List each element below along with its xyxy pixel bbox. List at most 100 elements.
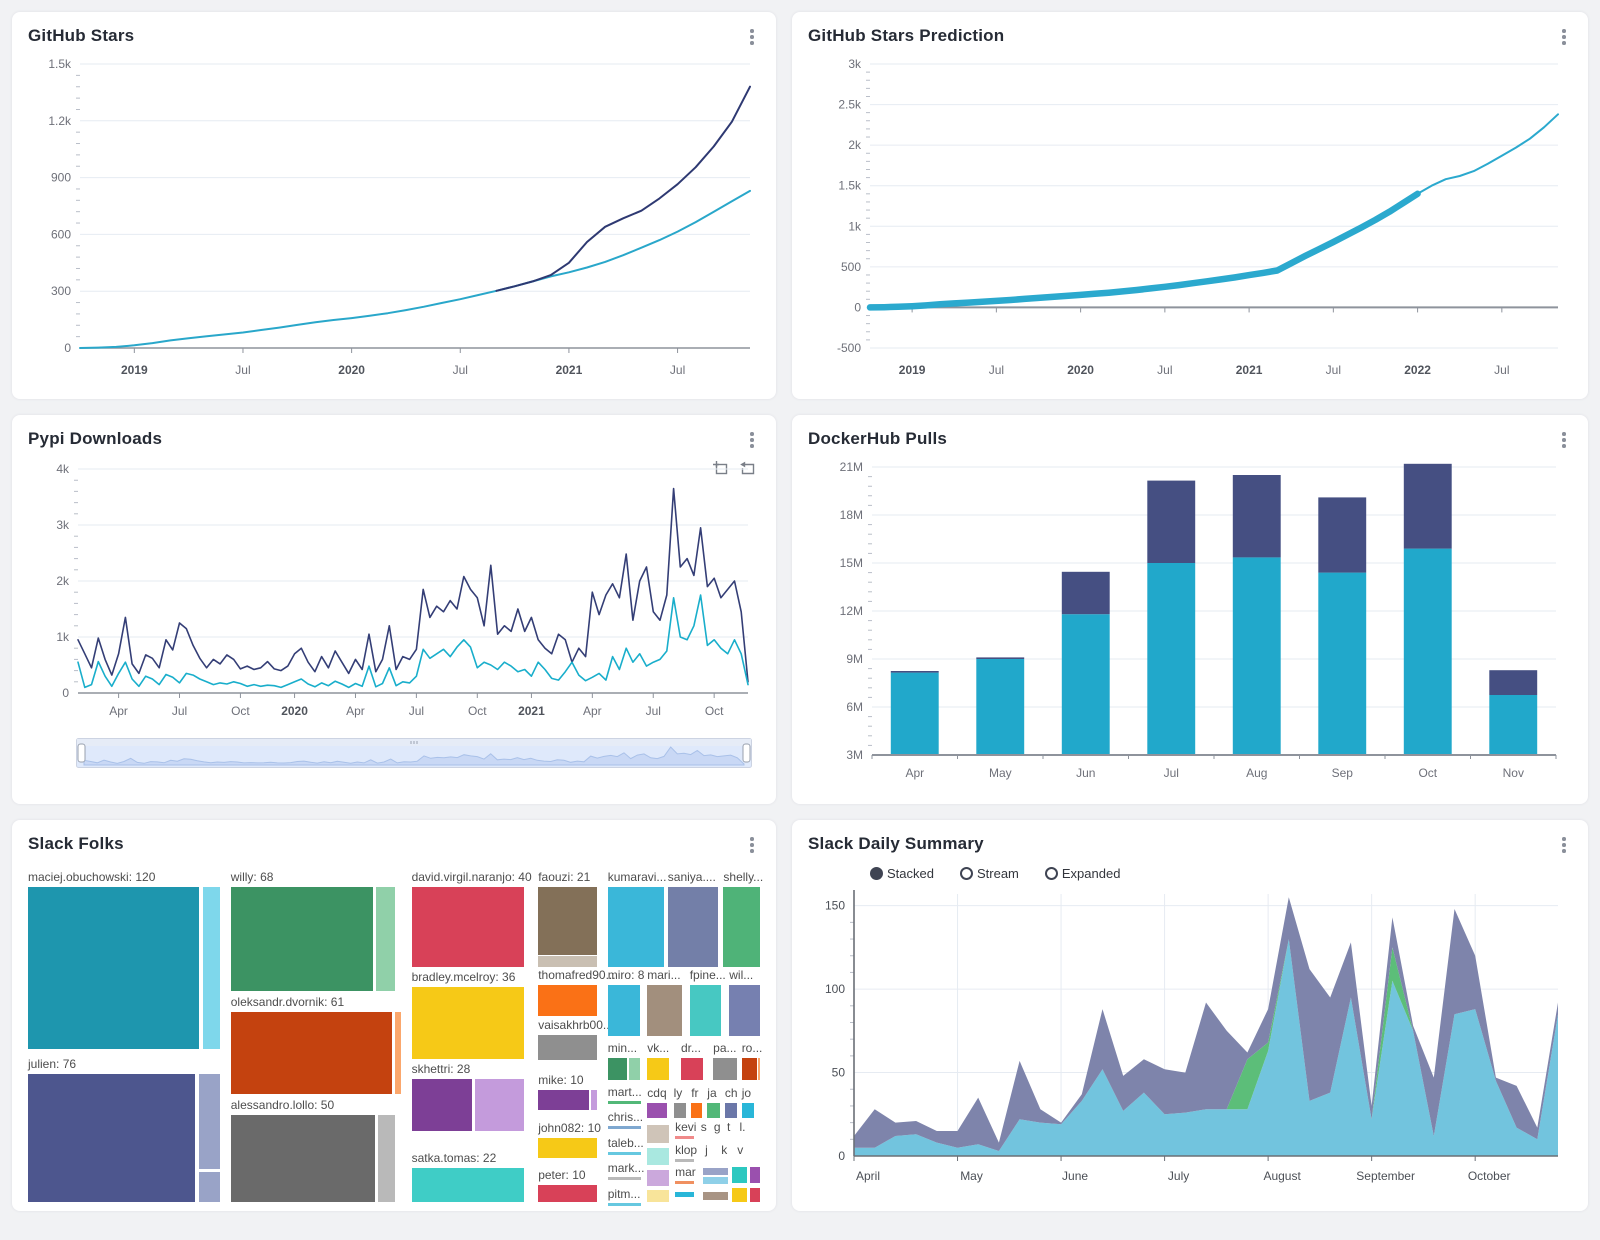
treemap-cell[interactable]: [538, 984, 597, 1016]
treemap-cell-label: david.virgil.naranjo: 40: [411, 869, 532, 884]
treemap-cell[interactable]: [394, 1011, 402, 1095]
treemap-cell-label[interactable]: pitm...: [607, 1186, 641, 1201]
treemap-cell[interactable]: [702, 1177, 728, 1184]
treemap-cell[interactable]: [713, 1057, 737, 1080]
treemap-cell[interactable]: [607, 1151, 642, 1155]
treemap-cell[interactable]: [757, 1057, 760, 1080]
treemap-cell[interactable]: [538, 956, 597, 967]
treemap-cell[interactable]: [647, 1124, 670, 1143]
treemap-cell-label: kumaravi...: [607, 869, 667, 884]
treemap-cell[interactable]: [607, 1177, 642, 1181]
treemap-cell[interactable]: [680, 1057, 703, 1080]
kebab-menu-icon[interactable]: [1556, 26, 1572, 48]
treemap-cell[interactable]: [729, 984, 760, 1036]
treemap-cell-label[interactable]: chris...: [607, 1110, 644, 1125]
treemap-cell[interactable]: [749, 1167, 760, 1183]
treemap-cell[interactable]: [28, 886, 200, 1049]
treemap-cell-label[interactable]: l.: [739, 1119, 746, 1134]
treemap-cell[interactable]: [607, 1202, 642, 1206]
treemap-cell[interactable]: [607, 1057, 628, 1080]
treemap-cell[interactable]: [741, 1057, 758, 1080]
restore-icon[interactable]: [739, 459, 756, 476]
treemap-cell[interactable]: [702, 1191, 728, 1200]
svg-text:May: May: [960, 1169, 983, 1183]
treemap-cell-label[interactable]: v: [737, 1143, 744, 1158]
treemap-cell[interactable]: [411, 986, 525, 1059]
treemap-cell[interactable]: [230, 1115, 375, 1202]
svg-text:Oct: Oct: [231, 704, 250, 718]
treemap-cell[interactable]: [723, 886, 760, 967]
treemap-cell[interactable]: [675, 1191, 695, 1198]
treemap-cell-label[interactable]: s: [700, 1119, 707, 1134]
treemap-cell-label: alessandro.lollo: 50: [230, 1098, 335, 1113]
treemap-cell[interactable]: [673, 1103, 687, 1118]
treemap-cell[interactable]: [741, 1103, 755, 1118]
treemap-cell-label[interactable]: klop: [675, 1143, 698, 1158]
treemap-cell[interactable]: [230, 1011, 392, 1095]
treemap-cell-label[interactable]: k: [721, 1143, 728, 1158]
treemap-cell[interactable]: [647, 1103, 668, 1118]
treemap-cell[interactable]: [538, 1035, 597, 1061]
svg-text:September: September: [1356, 1169, 1415, 1183]
treemap-cell[interactable]: [628, 1057, 640, 1080]
treemap-cell-label[interactable]: kevi: [675, 1119, 697, 1134]
treemap-cell[interactable]: [689, 984, 722, 1036]
treemap-cell[interactable]: [675, 1181, 695, 1185]
svg-text:100: 100: [825, 982, 845, 996]
treemap-cell-label[interactable]: mart...: [607, 1084, 642, 1099]
treemap-cell[interactable]: [538, 1138, 597, 1158]
treemap-cell[interactable]: [230, 886, 374, 991]
treemap-cell[interactable]: [675, 1159, 695, 1163]
treemap-cell[interactable]: [590, 1090, 597, 1110]
legend-option-stream[interactable]: Stream: [959, 866, 1019, 881]
treemap-cell[interactable]: [707, 1103, 720, 1118]
svg-text:18M: 18M: [840, 508, 863, 522]
legend-option-stacked[interactable]: Stacked: [870, 866, 934, 881]
treemap-cell[interactable]: [647, 1057, 670, 1080]
kebab-menu-icon[interactable]: [744, 429, 760, 451]
panel-title: Slack Daily Summary: [808, 834, 984, 853]
legend-option-expanded[interactable]: Expanded: [1044, 866, 1120, 881]
treemap-cell[interactable]: [28, 1073, 195, 1202]
kebab-menu-icon[interactable]: [1556, 834, 1572, 856]
treemap-cell-label[interactable]: mark...: [607, 1161, 645, 1176]
treemap-cell-label[interactable]: t: [727, 1119, 731, 1134]
treemap-cell[interactable]: [702, 1168, 728, 1175]
treemap-cell-label[interactable]: taleb...: [607, 1135, 644, 1150]
treemap-cell[interactable]: [691, 1103, 703, 1118]
kebab-menu-icon[interactable]: [744, 26, 760, 48]
treemap-cell[interactable]: [475, 1079, 525, 1132]
treemap-cell[interactable]: [647, 1170, 670, 1186]
treemap-cell[interactable]: [647, 1148, 670, 1166]
treemap-cell[interactable]: [411, 886, 525, 967]
treemap-cell[interactable]: [411, 1079, 473, 1132]
treemap-cell[interactable]: [411, 1168, 525, 1202]
kebab-menu-icon[interactable]: [1556, 429, 1572, 451]
treemap-cell[interactable]: [607, 1126, 642, 1130]
treemap-cell[interactable]: [647, 1189, 670, 1202]
treemap-cell[interactable]: [376, 886, 395, 991]
treemap-cell[interactable]: [749, 1187, 760, 1202]
treemap-cell-label: faouzi: 21: [538, 869, 591, 884]
datazoom-slider[interactable]: [76, 738, 760, 773]
treemap-cell[interactable]: [538, 1185, 597, 1202]
treemap-cell[interactable]: [538, 1090, 590, 1110]
kebab-menu-icon[interactable]: [744, 834, 760, 856]
treemap-cell[interactable]: [538, 886, 597, 955]
treemap-cell[interactable]: [667, 886, 719, 967]
treemap-cell[interactable]: [732, 1187, 747, 1202]
treemap-cell[interactable]: [675, 1135, 695, 1139]
treemap-cell[interactable]: [607, 1100, 642, 1104]
treemap-cell[interactable]: [202, 886, 220, 1049]
treemap-cell[interactable]: [732, 1167, 747, 1183]
treemap-cell[interactable]: [198, 1073, 220, 1170]
treemap-cell[interactable]: [607, 984, 640, 1036]
treemap-cell-label[interactable]: g: [713, 1119, 721, 1134]
treemap-cell[interactable]: [377, 1115, 395, 1202]
treemap-cell[interactable]: [607, 886, 665, 967]
treemap-cell[interactable]: [724, 1103, 737, 1118]
treemap-cell[interactable]: [647, 984, 683, 1036]
treemap-cell-label[interactable]: j: [705, 1143, 708, 1158]
treemap-cell-label[interactable]: mar: [675, 1165, 696, 1180]
treemap-cell[interactable]: [198, 1172, 220, 1202]
